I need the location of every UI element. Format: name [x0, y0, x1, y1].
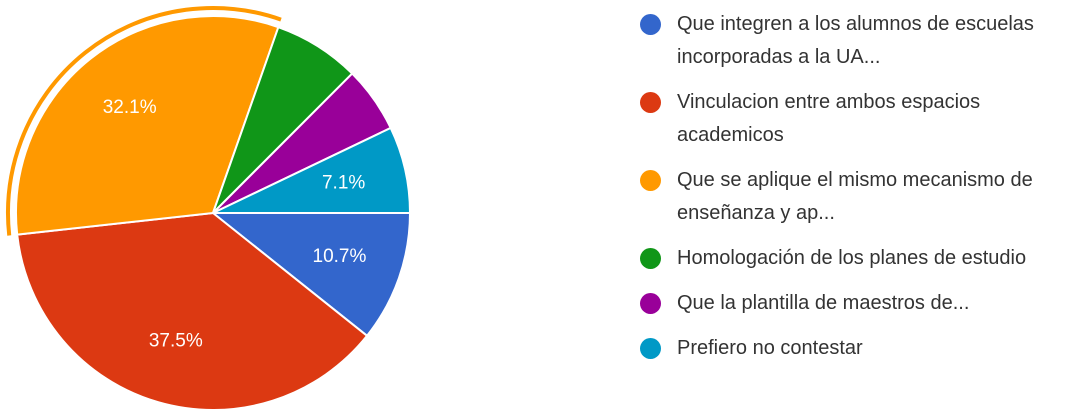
legend-item: Que integren a los alumnos de escuelas i…: [640, 8, 1047, 74]
data-label: 7.1%: [322, 172, 365, 193]
data-label: 32.1%: [103, 97, 157, 118]
legend: Que integren a los alumnos de escuelas i…: [640, 8, 1060, 377]
legend-swatch: [640, 92, 661, 113]
legend-swatch: [640, 170, 661, 191]
legend-label: Homologación de los planes de estudio: [677, 247, 1027, 269]
legend-item: Homologación de los planes de estudio: [640, 242, 1047, 275]
legend-swatch: [640, 14, 661, 35]
legend-label: Que se aplique el mismo mecanismo de ens…: [677, 169, 1033, 224]
legend-item: Que la plantilla de maestros de...: [640, 287, 1047, 320]
legend-swatch: [640, 338, 661, 359]
legend-item: Que se aplique el mismo mecanismo de ens…: [640, 164, 1047, 230]
legend-swatch: [640, 293, 661, 314]
pie-chart: 10.7% 37.5% 32.1% 7.1%: [6, 6, 412, 411]
legend-swatch: [640, 248, 661, 269]
legend-label: Que la plantilla de maestros de...: [677, 292, 970, 314]
highlight-arc: [6, 6, 282, 236]
legend-label: Que integren a los alumnos de escuelas i…: [677, 13, 1034, 68]
pie-slice: [16, 211, 369, 411]
legend-label: Prefiero no contestar: [677, 337, 863, 359]
legend-label: Vinculacion entre ambos espacios academi…: [677, 91, 981, 146]
pie-slice: [212, 126, 412, 214]
pie-slice: [15, 15, 280, 236]
legend-item: Vinculacion entre ambos espacios academi…: [640, 86, 1047, 152]
legend-item: Prefiero no contestar: [640, 332, 1047, 365]
pie-slice: [210, 212, 412, 338]
data-label: 10.7%: [313, 246, 367, 267]
data-label: 37.5%: [149, 331, 203, 352]
